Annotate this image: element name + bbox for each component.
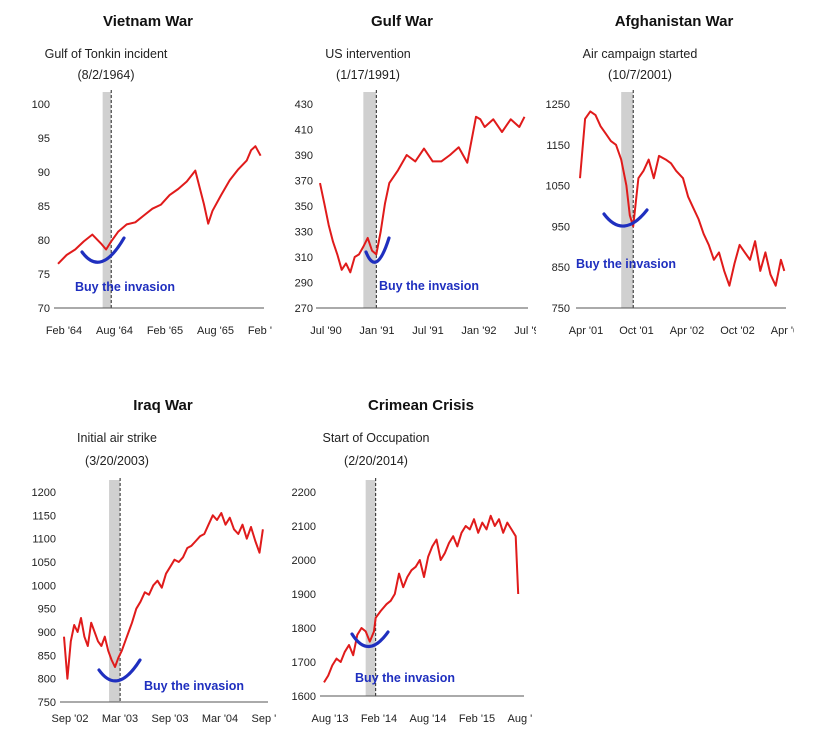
chart-title-3: Iraq War [133,397,193,414]
buy-label-2: Buy the invasion [576,257,676,271]
y-tick-label-2-1: 1150 [546,140,570,152]
x-tick-label-0-0: Feb '64 [46,325,82,337]
event-date-3: (3/20/2003) [85,454,149,468]
y-tick-label-0-5: 75 [38,269,50,281]
y-tick-label-1-4: 350 [295,201,313,213]
y-tick-label-0-2: 90 [38,167,50,179]
x-tick-label-4-1: Feb '14 [361,713,397,725]
x-tick-label-1-4: Jul '92 [514,325,545,337]
chart-title-4: Crimean Crisis [368,397,474,414]
x-tick-label-2-0: Apr '01 [569,325,604,337]
buy-smile-mark-0 [80,236,126,264]
y-tick-label-3-1: 1150 [32,510,56,522]
y-tick-label-1-3: 370 [295,176,313,188]
chart-title-0: Vietnam War [103,13,193,30]
y-tick-label-4-0: 2200 [292,487,316,499]
x-tick-label-2-1: Oct '01 [619,325,654,337]
y-tick-label-0-6: 70 [38,303,50,315]
event-date-4: (2/20/2014) [344,454,408,468]
y-tick-label-1-8: 270 [295,303,313,315]
series-line-4 [323,514,520,683]
y-tick-label-2-4: 850 [552,262,570,274]
event-date-0: (8/2/1964) [78,68,135,82]
x-tick-label-3-3: Mar '04 [202,713,238,725]
y-tick-label-3-9: 750 [38,697,56,709]
y-tick-label-0-3: 85 [38,201,50,213]
x-tick-label-0-1: Aug '64 [96,325,133,337]
x-tick-label-4-4: Aug '15 [508,713,545,725]
y-tick-label-1-0: 430 [295,99,313,111]
series-line-0 [57,145,262,265]
y-tick-label-0-0: 100 [32,99,50,111]
buy-label-4: Buy the invasion [355,671,455,685]
x-tick-label-1-1: Jan '91 [359,325,394,337]
y-tick-label-3-4: 1000 [32,580,56,592]
y-tick-label-2-3: 950 [552,221,570,233]
y-tick-label-4-6: 1600 [292,691,316,703]
event-date-1: (1/17/1991) [336,68,400,82]
event-label-1: US intervention [325,47,411,61]
y-tick-label-2-0: 1250 [546,99,570,111]
shaded-period-0 [102,92,112,308]
y-tick-label-4-5: 1700 [292,657,316,669]
y-tick-label-4-4: 1800 [292,623,316,635]
x-tick-label-0-2: Feb '65 [147,325,183,337]
x-tick-label-4-3: Feb '15 [459,713,495,725]
chart-title-1: Gulf War [371,13,433,30]
buy-label-1: Buy the invasion [379,279,479,293]
y-tick-label-4-1: 2100 [292,521,316,533]
y-tick-label-1-7: 290 [295,278,313,290]
series-line-1 [319,115,526,274]
event-label-4: Start of Occupation [322,431,429,445]
x-tick-label-2-2: Apr '02 [670,325,705,337]
y-tick-label-1-2: 390 [295,150,313,162]
event-label-0: Gulf of Tonkin incident [45,47,168,61]
buy-label-0: Buy the invasion [75,280,175,294]
x-tick-label-4-0: Aug '13 [312,713,349,725]
shaded-period-3 [109,480,121,702]
x-tick-label-4-2: Aug '14 [410,713,447,725]
shaded-period-4 [365,480,376,696]
buy-smile-mark-2 [602,208,649,228]
x-tick-label-0-3: Aug '65 [197,325,234,337]
buy-smile-mark-3 [97,658,142,683]
x-tick-label-1-2: Jul '91 [412,325,443,337]
y-tick-label-0-1: 95 [38,133,50,145]
y-tick-label-1-5: 330 [295,227,313,239]
y-tick-label-2-5: 750 [552,303,570,315]
y-tick-label-3-0: 1200 [32,487,56,499]
y-tick-label-3-6: 900 [38,627,56,639]
buy-smile-mark-4 [350,630,390,649]
y-tick-label-3-2: 1100 [32,534,56,546]
y-tick-label-0-4: 80 [38,235,50,247]
y-tick-label-4-2: 2000 [292,555,316,567]
buy-smile-mark-1 [364,236,391,264]
x-tick-label-3-4: Sep '04 [252,713,289,725]
y-tick-label-3-3: 1050 [32,557,56,569]
event-label-3: Initial air strike [77,431,157,445]
buy-label-3: Buy the invasion [144,679,244,693]
x-tick-label-3-0: Sep '02 [52,713,89,725]
chart-title-2: Afghanistan War [615,13,734,30]
event-date-2: (10/7/2001) [608,68,672,82]
y-tick-label-3-5: 950 [38,604,56,616]
x-tick-label-2-3: Oct '02 [720,325,755,337]
series-line-2 [579,110,786,287]
x-tick-label-2-4: Apr '03 [771,325,806,337]
x-tick-label-3-1: Mar '03 [102,713,138,725]
y-tick-label-3-8: 800 [38,674,56,686]
x-tick-label-0-4: Feb '66 [248,325,284,337]
y-tick-label-1-6: 310 [295,252,313,264]
y-tick-label-4-3: 1900 [292,589,316,601]
series-line-3 [63,512,264,680]
y-tick-label-3-7: 850 [38,650,56,662]
x-tick-label-1-0: Jul '90 [310,325,341,337]
y-tick-label-1-1: 410 [295,125,313,137]
x-tick-label-3-2: Sep '03 [152,713,189,725]
shaded-period-1 [363,92,377,308]
y-tick-label-2-2: 1050 [546,181,570,193]
event-label-2: Air campaign started [583,47,698,61]
x-tick-label-1-3: Jan '92 [461,325,496,337]
